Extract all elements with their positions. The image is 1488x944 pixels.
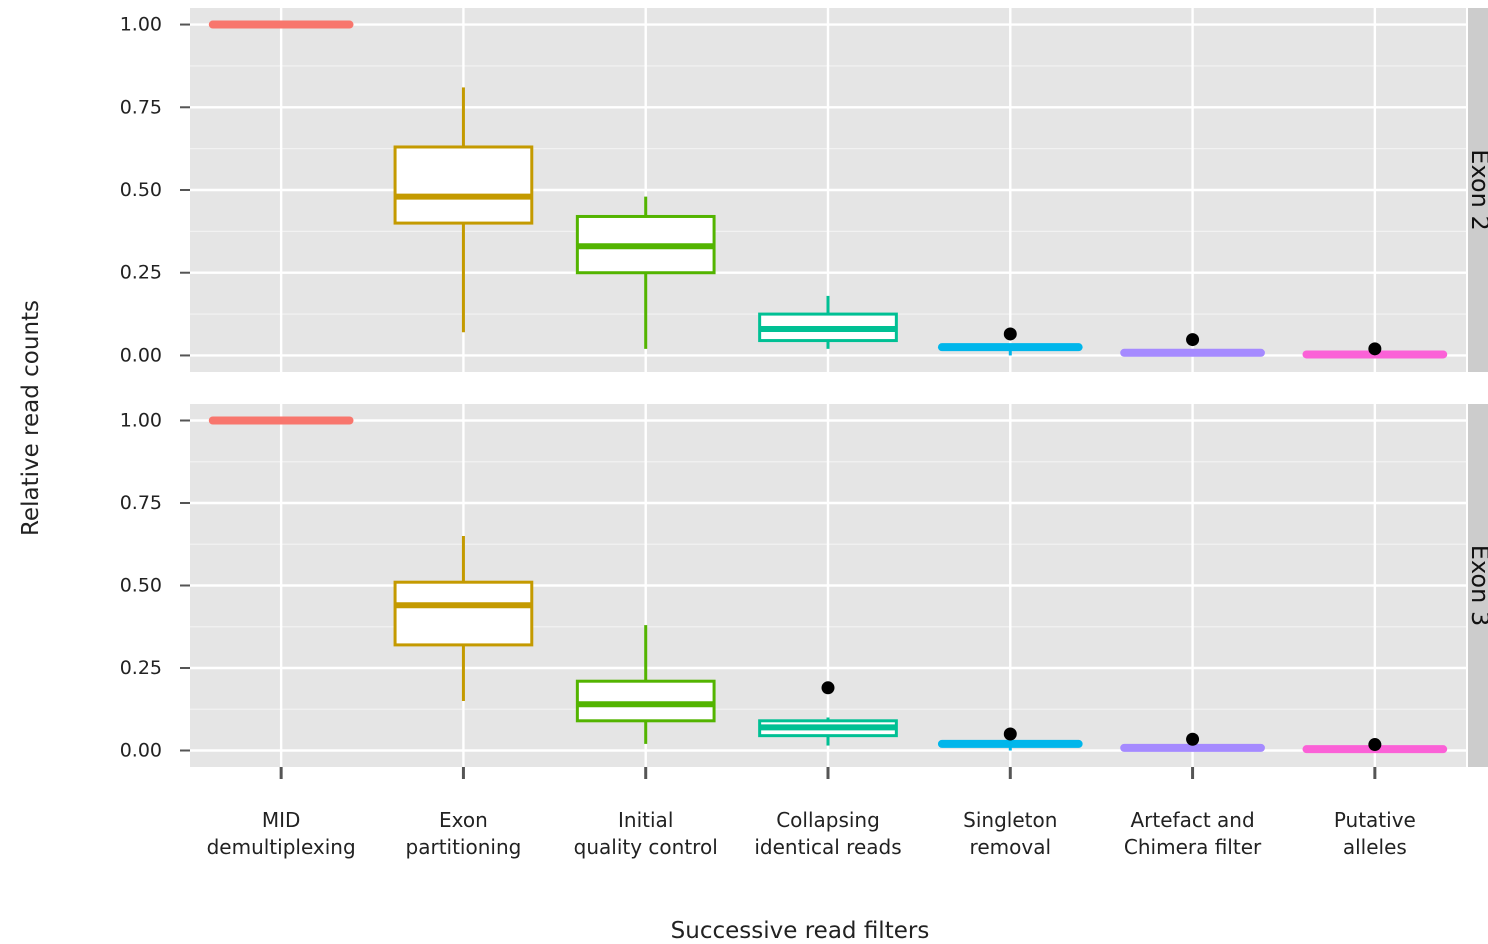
x-tick-label: Initial quality control: [574, 808, 718, 859]
y-tick-label: 0.00: [120, 740, 162, 762]
y-axis-title: Relative read counts: [18, 300, 44, 536]
outlier-point: [1186, 732, 1200, 746]
outlier-point: [1368, 342, 1382, 356]
box-1-4: [758, 295, 898, 349]
x-tick-label: MID demultiplexing: [207, 808, 356, 859]
y-tick-label: 1.00: [120, 14, 162, 36]
y-tick-label: 0.50: [120, 575, 162, 597]
y-tick-label: 0.00: [120, 344, 162, 366]
box-2-5: [937, 727, 1083, 751]
box-2-4: [758, 681, 898, 746]
box-2-7: [1302, 738, 1448, 754]
box-2-3: [575, 625, 716, 744]
box-body: [393, 580, 534, 647]
facet-strip-label: Exon 2: [1466, 149, 1488, 230]
box-2-6: [1120, 732, 1265, 752]
x-axis-title: Successive read filters: [671, 918, 930, 944]
panel-1: 0.00 0.25 0.50 0.75 1.00 Exon 2: [120, 8, 1488, 372]
x-axis: MID demultiplexing Exon partitioning Initial…: [207, 767, 1416, 859]
box-1-5: [937, 327, 1083, 356]
y-tick-label: 0.25: [120, 262, 162, 284]
outlier-point: [1003, 727, 1017, 741]
x-tick-label: Artefact and Chimera filter: [1124, 808, 1262, 859]
x-tick-label: Collapsing identical reads: [754, 808, 901, 859]
y-tick-label: 0.25: [120, 657, 162, 679]
outlier-point: [821, 681, 835, 695]
box-1-3: [575, 196, 716, 349]
y-tick-label: 0.75: [120, 492, 162, 514]
y-tick-label: 1.00: [120, 410, 162, 432]
outlier-point: [1368, 738, 1382, 752]
facet-strip: [1468, 8, 1488, 372]
x-tick-label: Singleton removal: [963, 808, 1057, 859]
x-tick-label: Exon partitioning: [406, 808, 522, 859]
outlier-point: [1186, 333, 1200, 347]
y-tick-label: 0.75: [120, 96, 162, 118]
outlier-point: [1003, 327, 1017, 341]
box-2-2: [393, 536, 534, 701]
box-1-6: [1120, 333, 1265, 357]
box-1-7: [1302, 342, 1448, 359]
y-tick-label: 0.50: [120, 179, 162, 201]
facet-strip-label: Exon 3: [1466, 545, 1488, 626]
box-body: [393, 145, 534, 225]
box-body: [575, 679, 716, 723]
facet-strip: [1468, 404, 1488, 767]
box-1-2: [393, 87, 534, 333]
panel-2: 0.00 0.25 0.50 0.75 1.00 Exon 3: [120, 404, 1488, 767]
x-tick-label: Putative alleles: [1334, 808, 1416, 859]
